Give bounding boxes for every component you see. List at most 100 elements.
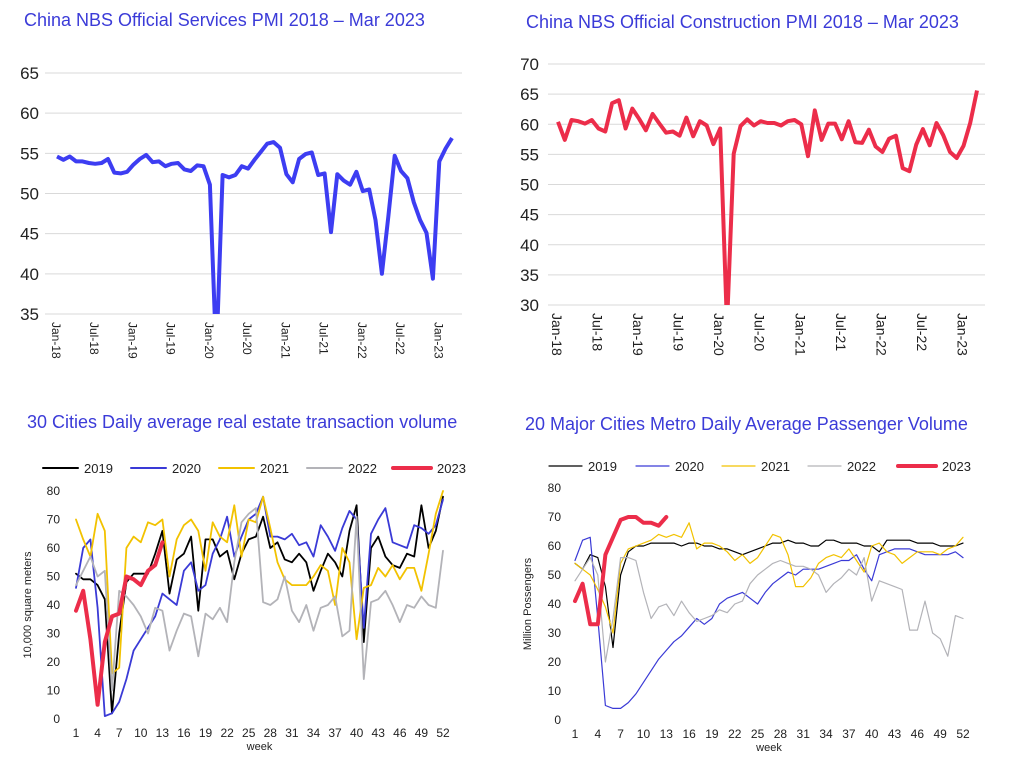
series-line-2023: [573, 515, 669, 627]
metro-title: 20 Major Cities Metro Daily Average Pass…: [525, 414, 968, 434]
y-tick-label: 40: [548, 597, 562, 611]
x-tick-label: 10: [134, 726, 148, 740]
x-tick-label: 19: [705, 727, 719, 741]
x-tick-label: 34: [307, 726, 321, 740]
x-tick-label: 52: [436, 726, 450, 740]
x-tick-label: 25: [751, 727, 765, 741]
x-tick-label: Jul-21: [833, 313, 849, 351]
y-tick-label: 45: [520, 206, 539, 225]
x-tick-label: Jan-21: [278, 322, 292, 359]
y-tick-label: 70: [548, 510, 562, 524]
series-line-2021: [75, 490, 444, 675]
x-tick-label: Jul-19: [671, 313, 687, 351]
y-tick-label: 30: [520, 296, 539, 315]
series-line: [556, 90, 979, 305]
series-line-2022: [75, 507, 444, 692]
series-group: [56, 137, 454, 314]
y-tick-label: 40: [47, 598, 61, 612]
x-tick-label: 40: [865, 727, 879, 741]
x-tick-label: Jan-19: [630, 313, 646, 356]
series-line-2021: [574, 522, 964, 634]
series-group: [556, 90, 979, 305]
legend-label-2020: 2020: [172, 461, 201, 476]
x-tick-label: 28: [264, 726, 278, 740]
x-tick-label: 13: [660, 727, 674, 741]
series-line-2020: [75, 495, 444, 718]
x-tick-label: 16: [177, 726, 191, 740]
x-tick-label: 1: [73, 726, 80, 740]
metro-panel: 20 Major Cities Metro Daily Average Pass…: [513, 383, 1026, 766]
y-tick-label: 60: [20, 104, 39, 123]
construction-pmi-title: China NBS Official Construction PMI 2018…: [526, 12, 959, 32]
legend-label-2020: 2020: [675, 459, 704, 474]
x-tick-label: 7: [617, 727, 624, 741]
x-tick-label: 22: [728, 727, 742, 741]
x-tick-label: Jul-22: [393, 322, 407, 355]
y-axis-title: 10,000 square meters: [22, 551, 34, 659]
y-tick-label: 65: [20, 64, 39, 83]
y-tick-label: 50: [520, 176, 539, 195]
series-line-2023: [74, 540, 165, 707]
x-tick-label: 52: [956, 727, 970, 741]
metro-chart: 0 10 20 30 40 50 60 70 80 1 4 7 10 13 16 19 22 25 28 31 34 37…: [522, 459, 971, 754]
legend-label-2021: 2021: [260, 461, 289, 476]
x-tick-label: 31: [285, 726, 299, 740]
x-axis-title: week: [755, 742, 782, 754]
x-tick-label: 43: [372, 726, 386, 740]
x-tick-label: Jul-18: [87, 322, 101, 355]
x-tick-label: 19: [199, 726, 213, 740]
y-tick-label: 70: [520, 55, 539, 74]
y-tick-label: 80: [548, 481, 562, 495]
x-tick-label: Jul-20: [752, 313, 768, 351]
y-tick-label: 20: [548, 655, 562, 669]
y-tick-label: 0: [554, 713, 561, 727]
x-tick-label: Jan-23: [431, 322, 445, 359]
x-axis-title: week: [246, 741, 273, 753]
y-tick-label: 30: [548, 626, 562, 640]
y-tick-label: 60: [520, 115, 539, 134]
y-tick-label: 50: [20, 185, 39, 204]
x-tick-label: 13: [156, 726, 170, 740]
legend-label-2022: 2022: [847, 459, 876, 474]
x-tick-label: Jan-21: [792, 313, 808, 356]
legend-label-2019: 2019: [84, 461, 113, 476]
y-tick-label: 10: [47, 684, 61, 698]
y-tick-label: 70: [47, 513, 61, 527]
y-tick-label: 50: [548, 568, 562, 582]
x-tick-label: 4: [94, 726, 101, 740]
legend-label-2023: 2023: [437, 461, 466, 476]
construction-pmi-chart: 30 35 40 45 50 55 60 65 70 Jan-18 Jul-18 Jan-19 Jul-…: [520, 55, 985, 356]
x-tick-label: 31: [797, 727, 811, 741]
x-tick-label: Jan-20: [711, 313, 727, 356]
real-estate-chart: 0 10 20 30 40 50 60 70 80 1 4 7 10 13 16 19 22 25 28 31 34 37…: [22, 461, 466, 753]
x-tick-label: 25: [242, 726, 256, 740]
construction-pmi-panel: China NBS Official Construction PMI 2018…: [513, 0, 1026, 383]
y-tick-label: 35: [520, 266, 539, 285]
x-tick-label: Jul-21: [317, 322, 331, 355]
y-tick-label: 40: [520, 236, 539, 255]
series-line-2019: [75, 495, 444, 715]
x-tick-label: 46: [911, 727, 925, 741]
y-tick-label: 30: [47, 627, 61, 641]
legend-label-2019: 2019: [588, 459, 617, 474]
x-tick-label: Jan-22: [355, 322, 369, 359]
x-tick-label: 34: [819, 727, 833, 741]
y-tick-label: 60: [47, 541, 61, 555]
y-tick-label: 0: [53, 712, 60, 726]
x-tick-label: 37: [842, 727, 856, 741]
series-line-2020: [574, 536, 964, 709]
x-tick-label: 37: [328, 726, 342, 740]
x-tick-label: 46: [393, 726, 407, 740]
x-tick-label: Jul-18: [590, 313, 606, 351]
legend-label-2022: 2022: [348, 461, 377, 476]
x-tick-label: 16: [682, 727, 696, 741]
y-tick-label: 35: [20, 305, 39, 324]
legend-label-2021: 2021: [761, 459, 790, 474]
x-tick-label: Jan-23: [955, 313, 971, 356]
x-tick-label: 28: [774, 727, 788, 741]
legend-label-2023: 2023: [942, 459, 971, 474]
y-axis-title: Million Possengers: [522, 557, 534, 650]
series-line: [56, 137, 454, 314]
x-tick-label: Jan-18: [549, 313, 565, 356]
x-tick-label: Jan-22: [873, 313, 889, 356]
